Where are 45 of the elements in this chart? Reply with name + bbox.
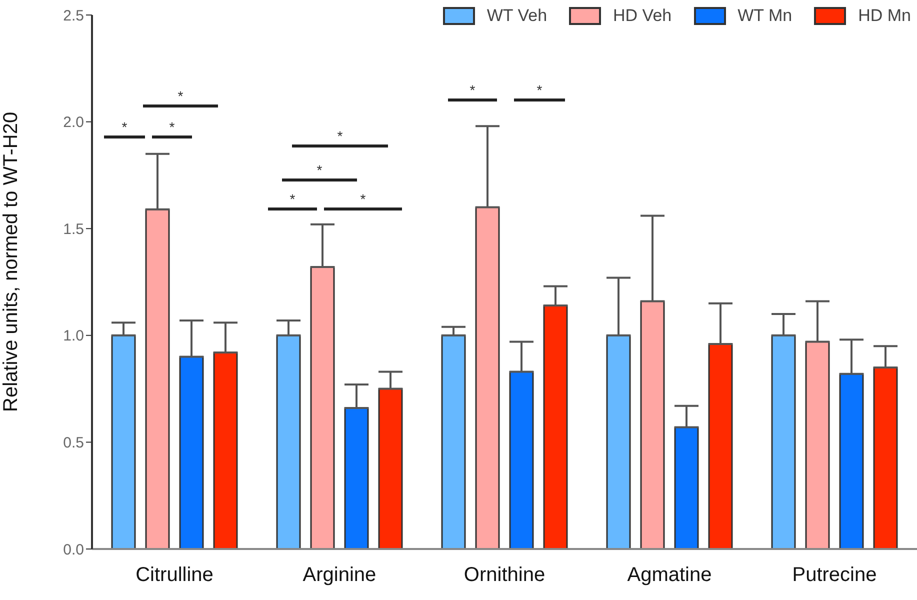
annotation: *: [536, 82, 543, 98]
bar: [674, 426, 699, 549]
legend-label: HD Mn: [858, 6, 911, 26]
annotation: *: [178, 88, 184, 104]
bar: [873, 366, 898, 549]
bar: [276, 334, 301, 549]
annotation: *: [122, 119, 128, 135]
bar: [344, 407, 369, 549]
y-tick-label: 0.0: [63, 541, 84, 558]
x-tick-label: Arginine: [302, 564, 376, 586]
legend-label: WT Mn: [738, 6, 792, 26]
y-tick-label: 2.0: [63, 114, 84, 132]
bar: [441, 334, 466, 549]
bar: [179, 356, 204, 549]
annotation: *: [290, 191, 296, 207]
bar: [640, 300, 665, 549]
bar: [475, 206, 500, 549]
bar: [378, 388, 403, 549]
bar: [805, 341, 830, 549]
y-tick-label: 1.5: [63, 220, 84, 238]
annotation: *: [470, 82, 476, 98]
x-tick-label: Agmatine: [627, 564, 712, 586]
bar: [145, 208, 170, 549]
bar: [111, 334, 136, 549]
bar: [708, 343, 733, 549]
legend-label: WT Veh: [486, 6, 548, 26]
annotation: *: [360, 191, 366, 207]
annotation: *: [337, 128, 344, 144]
x-tick-label: Citrulline: [136, 564, 214, 586]
y-tick-label: 0.5: [63, 434, 84, 452]
bar: [213, 352, 238, 549]
bar: [606, 334, 631, 549]
x-tick-label: Ornithine: [464, 564, 546, 586]
bar: [771, 334, 796, 549]
bar: [310, 266, 335, 549]
bar: [543, 304, 568, 549]
bar: [509, 370, 534, 549]
bar: [839, 373, 864, 549]
y-axis-title: Relative units, normed to WT-H20: [0, 112, 22, 412]
y-tick-label: 2.5: [63, 7, 84, 24]
annotation: *: [316, 162, 323, 178]
annotation: *: [169, 119, 176, 135]
x-tick-label: Putrecine: [792, 564, 877, 586]
legend-label: HD Veh: [613, 6, 672, 26]
y-tick-label: 1.0: [63, 328, 84, 345]
